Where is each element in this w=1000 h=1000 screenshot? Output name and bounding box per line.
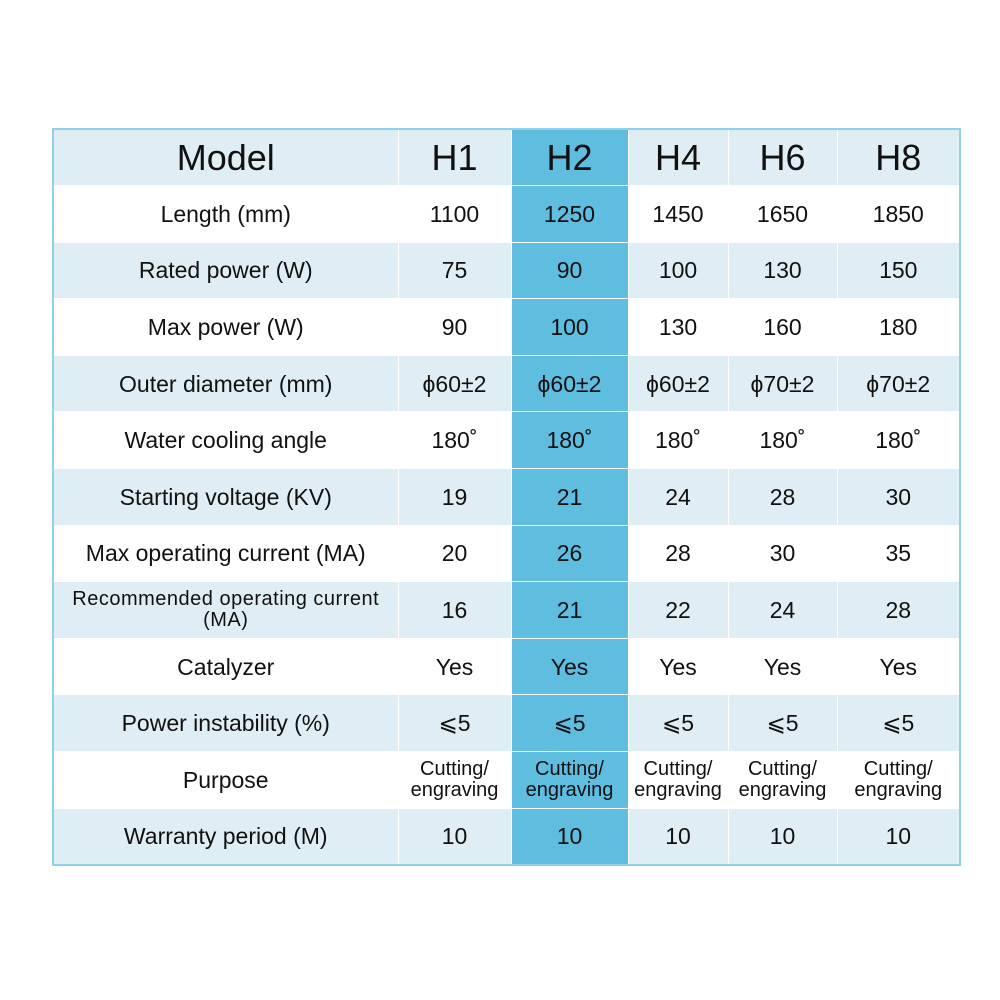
header-model: Model xyxy=(52,128,399,187)
cell-value: 130 xyxy=(727,241,838,300)
table-row: Starting voltage (KV) 19 21 24 28 30 xyxy=(52,468,961,526)
row-label: Recommended operating current (MA) xyxy=(52,581,399,639)
header-h1: H1 xyxy=(397,128,512,187)
table-row: Max power (W) 90 100 130 160 180 xyxy=(52,298,961,356)
cell-value: 30 xyxy=(727,524,838,583)
cell-value: 21 xyxy=(510,581,629,639)
table-row: Length (mm) 1100 1250 1450 1650 1850 xyxy=(52,185,961,243)
cell-value: 130 xyxy=(627,298,729,356)
table-row: Recommended operating current (MA) 16 21 22… xyxy=(52,581,961,639)
cell-value: Cutting/ engraving xyxy=(727,751,838,809)
row-label: Max power (W) xyxy=(52,298,399,356)
row-label: Warranty period (M) xyxy=(52,807,399,866)
cell-value: 100 xyxy=(627,241,729,300)
cell-value: 19 xyxy=(397,468,512,526)
cell-value: 28 xyxy=(727,468,838,526)
cell-value: 1850 xyxy=(836,185,961,243)
row-label: Length (mm) xyxy=(52,185,399,243)
header-h8: H8 xyxy=(836,128,961,187)
row-label: Catalyzer xyxy=(52,637,399,696)
cell-value: Yes xyxy=(627,637,729,696)
cell-value: Yes xyxy=(727,637,838,696)
cell-value: ϕ70±2 xyxy=(727,354,838,413)
cell-value: 150 xyxy=(836,241,961,300)
cell-value: 90 xyxy=(510,241,629,300)
cell-value: 90 xyxy=(397,298,512,356)
cell-value: Yes xyxy=(836,637,961,696)
row-label: Starting voltage (KV) xyxy=(52,468,399,526)
cell-value: Cutting/ engraving xyxy=(836,751,961,809)
cell-value: 180˚ xyxy=(627,411,729,470)
cell-value: ϕ60±2 xyxy=(627,354,729,413)
table-row: Power instability (%) ⩽5 ⩽5 ⩽5 ⩽5 ⩽5 xyxy=(52,694,961,753)
cell-value: 24 xyxy=(727,581,838,639)
cell-value: ⩽5 xyxy=(836,694,961,753)
cell-value: 22 xyxy=(627,581,729,639)
cell-value: Cutting/ engraving xyxy=(510,751,629,809)
cell-value: ⩽5 xyxy=(397,694,512,753)
cell-value: Yes xyxy=(510,637,629,696)
table-row: Max operating current (MA) 20 26 28 30 35 xyxy=(52,524,961,583)
cell-value: 180˚ xyxy=(836,411,961,470)
cell-value: 20 xyxy=(397,524,512,583)
cell-value: 16 xyxy=(397,581,512,639)
cell-value: 24 xyxy=(627,468,729,526)
cell-value: 160 xyxy=(727,298,838,356)
row-label: Outer diameter (mm) xyxy=(52,354,399,413)
cell-value: ϕ60±2 xyxy=(510,354,629,413)
table-row: Purpose Cutting/ engraving Cutting/ engrav… xyxy=(52,751,961,809)
header-row: Model H1 H2 H4 H6 H8 xyxy=(52,128,961,187)
row-label: Power instability (%) xyxy=(52,694,399,753)
cell-value: 180˚ xyxy=(727,411,838,470)
cell-value: Cutting/ engraving xyxy=(397,751,512,809)
cell-value: 100 xyxy=(510,298,629,356)
cell-value: 28 xyxy=(836,581,961,639)
cell-value: 30 xyxy=(836,468,961,526)
table-row: Warranty period (M) 10 10 10 10 10 xyxy=(52,807,961,866)
cell-value: 35 xyxy=(836,524,961,583)
cell-value: 75 xyxy=(397,241,512,300)
cell-value: 10 xyxy=(510,807,629,866)
header-h4: H4 xyxy=(627,128,729,187)
row-label: Max operating current (MA) xyxy=(52,524,399,583)
cell-value: 1650 xyxy=(727,185,838,243)
cell-value: 10 xyxy=(727,807,838,866)
cell-value: 180˚ xyxy=(397,411,512,470)
cell-value: 28 xyxy=(627,524,729,583)
spec-table: Model H1 H2 H4 H6 H8 Length (mm) 1100 1250… xyxy=(52,128,961,866)
row-label: Purpose xyxy=(52,751,399,809)
cell-value: ϕ70±2 xyxy=(836,354,961,413)
cell-value: ⩽5 xyxy=(627,694,729,753)
cell-value: ϕ60±2 xyxy=(397,354,512,413)
header-h2: H2 xyxy=(510,128,629,187)
cell-value: 26 xyxy=(510,524,629,583)
cell-value: 180˚ xyxy=(510,411,629,470)
cell-value: 10 xyxy=(397,807,512,866)
cell-value: 21 xyxy=(510,468,629,526)
header-h6: H6 xyxy=(727,128,838,187)
cell-value: Cutting/ engraving xyxy=(627,751,729,809)
cell-value: 1100 xyxy=(397,185,512,243)
row-label: Rated power (W) xyxy=(52,241,399,300)
table-row: Catalyzer Yes Yes Yes Yes Yes xyxy=(52,637,961,696)
table-row: Outer diameter (mm) ϕ60±2 ϕ60±2 ϕ60±2 ϕ70±2 ϕ… xyxy=(52,354,961,413)
cell-value: ⩽5 xyxy=(727,694,838,753)
table-row: Water cooling angle 180˚ 180˚ 180˚ 180˚ 180˚ xyxy=(52,411,961,470)
cell-value: 180 xyxy=(836,298,961,356)
cell-value: 1450 xyxy=(627,185,729,243)
cell-value: ⩽5 xyxy=(510,694,629,753)
table-row: Rated power (W) 75 90 100 130 150 xyxy=(52,241,961,300)
cell-value: 1250 xyxy=(510,185,629,243)
cell-value: 10 xyxy=(836,807,961,866)
row-label: Water cooling angle xyxy=(52,411,399,470)
cell-value: 10 xyxy=(627,807,729,866)
cell-value: Yes xyxy=(397,637,512,696)
